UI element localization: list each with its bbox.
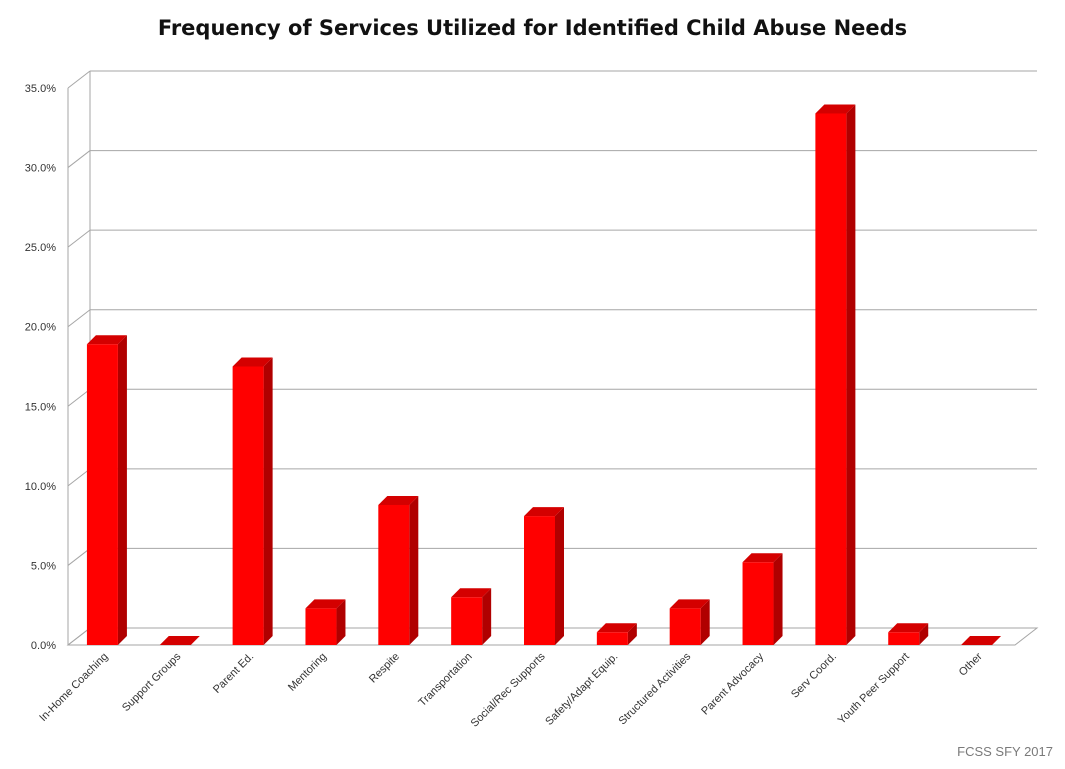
bar-side [117, 335, 127, 645]
bar [888, 632, 920, 645]
bar [742, 562, 774, 645]
gridline-diagonal [67, 388, 91, 407]
bar-side [263, 357, 273, 645]
bar-top [232, 357, 273, 367]
bar [524, 516, 555, 645]
bar [669, 608, 701, 645]
bar-top [86, 335, 127, 345]
x-tick-label: Social/Rec Supports [469, 650, 548, 729]
bar-top [961, 636, 1002, 645]
x-tick-label: Safety/Adapt Equip. [543, 651, 620, 728]
bar-top [159, 636, 200, 645]
x-tick-label: Other [957, 650, 985, 678]
bar-top [742, 553, 783, 563]
bar-top [451, 588, 492, 598]
x-tick-label: Youth Peer Support [836, 651, 912, 727]
x-tick-label: Respite [367, 651, 402, 686]
bars [86, 104, 1002, 645]
y-tick-label: 10.0% [25, 481, 56, 493]
bar-top [524, 507, 564, 517]
gridline-diagonal [67, 548, 91, 566]
bar-side [846, 104, 856, 645]
gridline-diagonal [67, 468, 91, 487]
x-tick-label: In-Home Coaching [37, 651, 110, 724]
x-tick-label: Support Groups [120, 650, 184, 714]
bar [305, 608, 337, 645]
bar-side [336, 599, 346, 645]
chart-title: Frequency of Services Utilized for Ident… [157, 16, 908, 40]
bar-side [700, 599, 710, 645]
x-tick-label: Mentoring [286, 651, 329, 694]
bar [232, 366, 264, 645]
x-tick-label: Parent Ed. [211, 651, 256, 696]
bar [815, 113, 847, 645]
x-tick-label: Structured Activities [617, 650, 694, 727]
y-tick-label: 30.0% [25, 163, 56, 175]
bar-side [627, 623, 637, 645]
bar-top [888, 623, 929, 633]
bar [86, 344, 118, 645]
bar-top [305, 599, 346, 609]
bar [596, 632, 628, 645]
y-tick-label: 20.0% [25, 322, 56, 334]
y-tick-label: 15.0% [25, 401, 56, 413]
x-tick-label: Serv Coord. [789, 651, 839, 701]
bar-top [815, 104, 856, 114]
y-tick-label: 35.0% [25, 83, 56, 95]
gridline-diagonal [67, 150, 91, 168]
y-tick-label: 5.0% [31, 560, 56, 572]
gridline-diagonal [67, 70, 91, 89]
source-note: FCSS SFY 2017 [957, 744, 1053, 759]
y-tick-label: 25.0% [25, 242, 56, 254]
gridline-diagonal [67, 229, 91, 248]
x-tick-label: Parent Advocacy [699, 650, 766, 717]
bar-top [378, 495, 419, 505]
x-tick-label: Transportation [416, 651, 474, 709]
gridline-diagonal [67, 309, 91, 328]
bar [451, 597, 483, 645]
bar-side [409, 495, 419, 645]
bar-side [773, 553, 783, 645]
bar-side [482, 588, 492, 645]
y-tick-label: 0.0% [31, 640, 56, 652]
bar-top [596, 623, 637, 633]
bar-side [919, 623, 929, 645]
bar [378, 504, 410, 645]
bar-side [555, 507, 564, 645]
bar-top [669, 599, 710, 609]
